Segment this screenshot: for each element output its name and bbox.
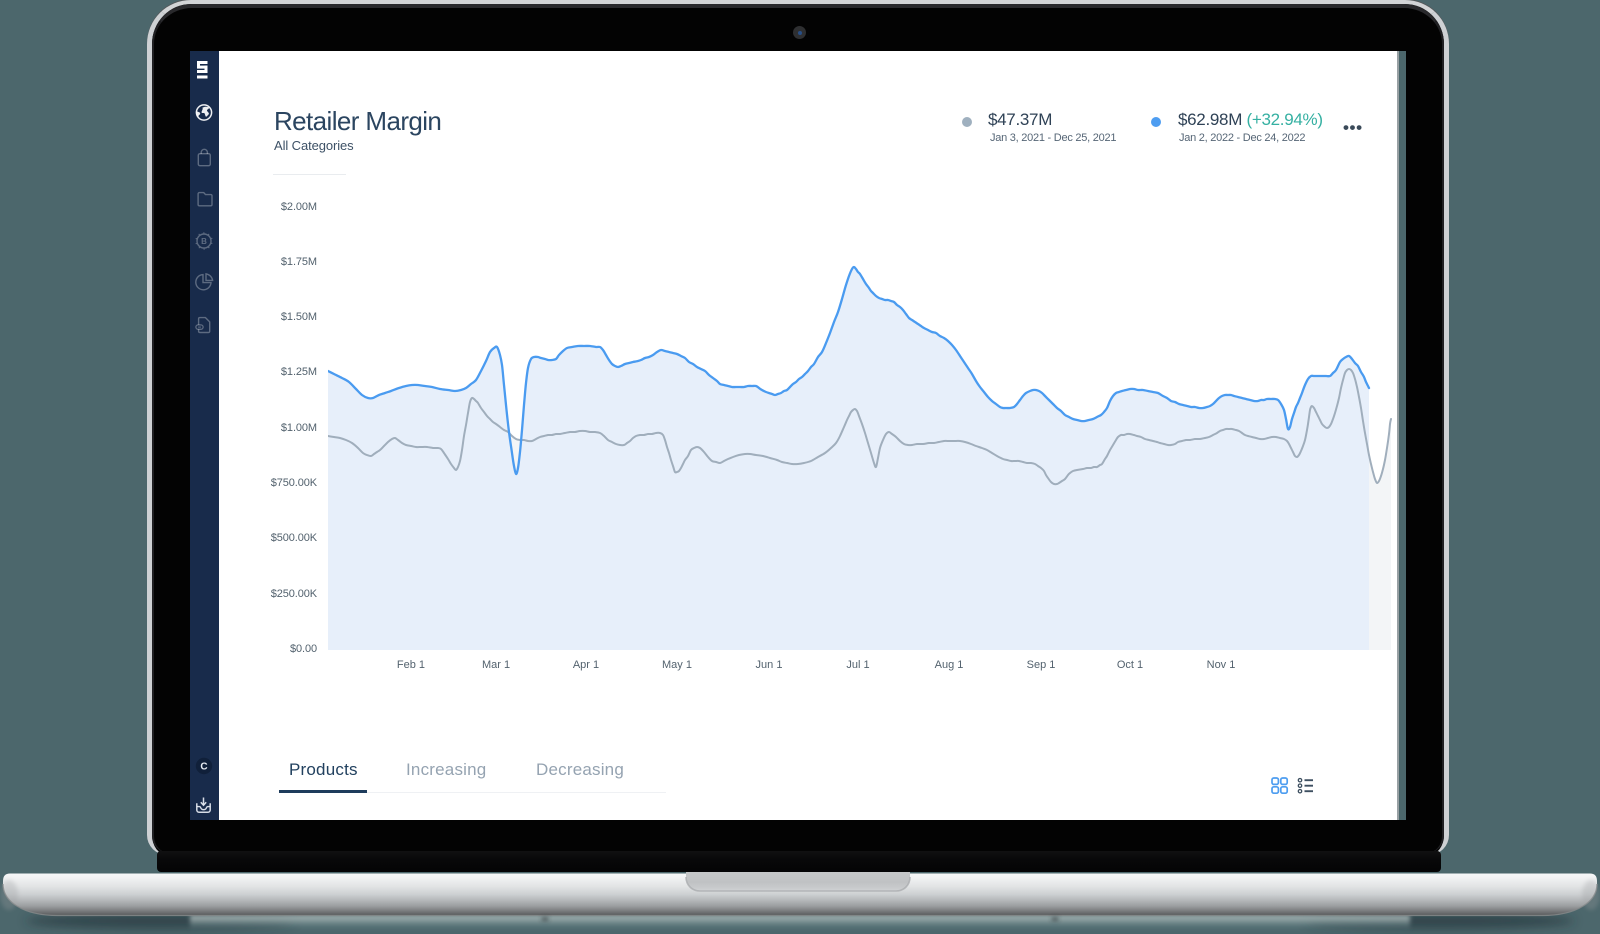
svg-text:B: B <box>201 237 207 246</box>
svg-text:C: C <box>200 762 207 773</box>
